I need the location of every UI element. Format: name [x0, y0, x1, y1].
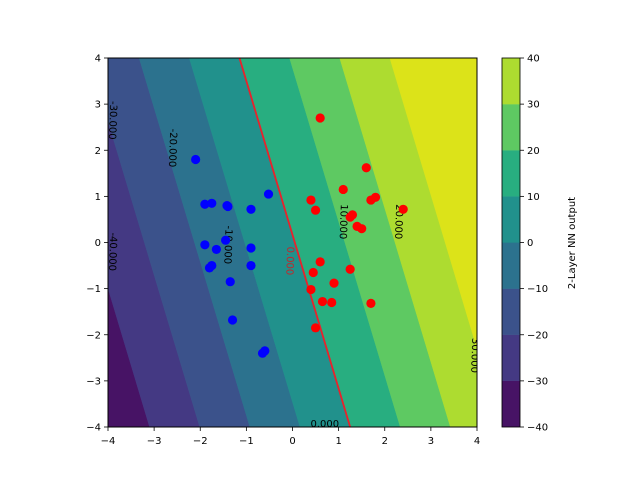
colorbar-swatch: [501, 57, 521, 105]
scatter-point: [225, 277, 235, 287]
scatter-point: [246, 204, 256, 214]
scatter-point: [361, 163, 371, 173]
scatter-point: [200, 240, 210, 250]
y-axis: −4 −3 −2 −1 0 1 2 3 4: [86, 54, 108, 434]
scatter-point: [200, 199, 210, 209]
scatter-point: [315, 113, 325, 123]
scatter-point: [221, 235, 231, 245]
scatter-point: [357, 224, 367, 234]
scatter-point: [315, 257, 325, 267]
x-tick-label: 1: [335, 436, 341, 447]
contour-bands: [108, 58, 477, 427]
scatter-point: [338, 184, 348, 195]
scatter-point: [306, 284, 316, 295]
contour-lines: [238, 58, 352, 427]
scatter-point: [345, 212, 355, 222]
x-axis: −4 −3 −2 −1 0 1 2 3 4: [101, 427, 480, 447]
scatter-point: [263, 189, 274, 199]
scatter-point: [227, 315, 238, 325]
colorbar-tick-label: −10: [527, 284, 548, 295]
y-tick-label: −4: [86, 423, 101, 434]
colorbar-tick-label: 20: [527, 146, 540, 157]
scatter-point: [246, 243, 256, 253]
y-tick-label: 0: [95, 238, 101, 249]
contour-band: [108, 58, 251, 427]
scatter-point: [327, 297, 337, 308]
colorbar-tick-label: 40: [527, 54, 540, 65]
x-tick-label: −2: [193, 436, 208, 447]
scatter-point: [310, 205, 321, 215]
x-tick-label: −4: [101, 436, 116, 447]
contour-label: -30.000: [106, 101, 118, 140]
colorbar-swatch: [501, 380, 521, 428]
x-tick-label: 2: [382, 436, 388, 447]
scatter-point: [246, 260, 256, 271]
colorbar-tick-label: 10: [527, 192, 540, 203]
contour-band: [389, 58, 477, 350]
contour-label: -10.000: [221, 225, 233, 264]
colorbar-swatch: [501, 334, 521, 382]
scatter-point: [329, 278, 339, 288]
colorbar: −40 −30 −20 −10 0 10 20 30 40: [501, 54, 548, 434]
contour-label: -40.000: [106, 232, 118, 271]
scatter-point: [398, 204, 408, 214]
colorbar-tick-label: −40: [527, 423, 548, 434]
y-tick-label: −2: [86, 330, 101, 341]
scatter-point: [207, 198, 217, 208]
x-tick-label: −3: [147, 436, 162, 447]
colorbar-label: 2-Layer NN output: [567, 197, 578, 289]
colorbar-swatch: [501, 103, 521, 151]
scatter-point: [317, 296, 328, 307]
y-tick-label: 1: [95, 192, 101, 203]
scatter-point: [257, 348, 268, 358]
contour-label: 10.000: [337, 204, 349, 239]
x-tick-label: 4: [474, 436, 480, 447]
contour-label: -20.000: [166, 128, 178, 167]
colorbar-tick-label: 0: [527, 238, 533, 249]
colorbar-tick-label: −30: [527, 376, 548, 387]
contour-band: [189, 58, 351, 427]
scatter-point: [310, 323, 321, 333]
scatter-points: [191, 113, 408, 358]
contour-label: 0.000: [283, 246, 295, 275]
colorbar-swatch: [501, 288, 521, 335]
scatter-point: [345, 264, 355, 274]
x-tick-label: −1: [239, 436, 254, 447]
contour-label: 30.000: [468, 338, 480, 373]
contour-label: 0.000: [310, 419, 339, 430]
scatter-point: [366, 298, 376, 308]
colorbar-tick-label: −20: [527, 330, 548, 341]
scatter-point: [370, 192, 381, 202]
x-tick-label: 0: [289, 436, 295, 447]
y-tick-label: 3: [95, 100, 101, 111]
contour-band: [138, 58, 301, 427]
scatter-point: [308, 267, 318, 278]
contour-band: [339, 58, 477, 427]
colorbar-swatch: [501, 150, 521, 197]
y-tick-label: −3: [86, 376, 101, 387]
contour-line: [238, 58, 352, 427]
colorbar-swatch: [501, 196, 521, 243]
scatter-point: [223, 201, 233, 212]
scatter-point: [204, 263, 215, 273]
y-tick-label: 2: [95, 146, 101, 157]
colorbar-swatch: [501, 242, 521, 289]
y-tick-label: 4: [95, 54, 101, 65]
scatter-point: [306, 195, 316, 205]
colorbar-tick-label: 30: [527, 100, 540, 111]
x-tick-label: 3: [428, 436, 434, 447]
y-tick-label: −1: [86, 284, 101, 295]
contour-band: [289, 58, 451, 427]
scatter-point: [211, 244, 221, 255]
scatter-point: [191, 154, 201, 165]
